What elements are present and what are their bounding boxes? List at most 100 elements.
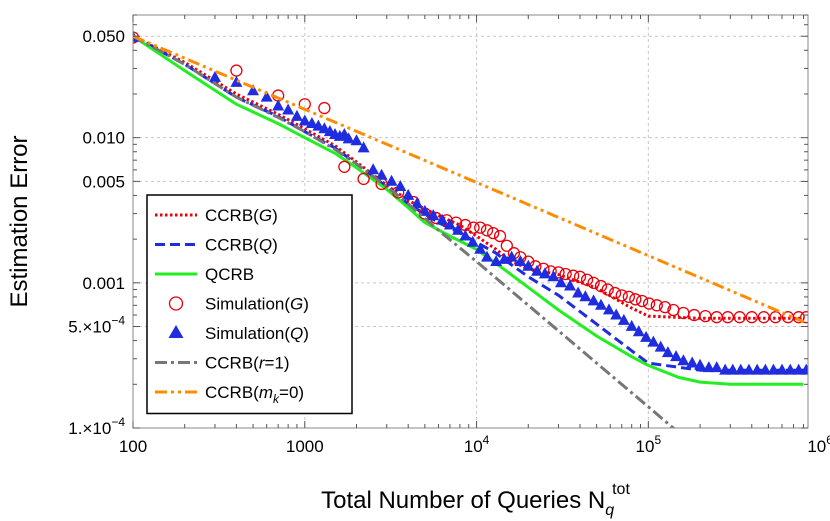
y-tick-label: 0.010 (82, 129, 125, 148)
data-point (208, 70, 221, 82)
data-point (594, 279, 608, 293)
legend-label: Simulation(Q) (205, 324, 309, 343)
legend-label: QCRB (205, 265, 254, 284)
data-point (699, 309, 712, 323)
data-point (686, 356, 699, 368)
data-point (579, 290, 592, 302)
data-point (677, 354, 690, 366)
data-point (443, 218, 456, 230)
data-point (493, 229, 507, 243)
data-point (474, 242, 487, 254)
data-point (230, 64, 243, 77)
data-point (436, 213, 449, 225)
data-point (505, 250, 518, 262)
y-tick-label: 5.×10−4 (68, 314, 125, 337)
data-point (564, 279, 577, 291)
plot-border (132, 14, 809, 429)
legend-symbol (168, 296, 184, 311)
data-point (654, 340, 667, 352)
x-axis-title: Total Number of Queries Nqtot (321, 481, 630, 519)
legend-item-4: Simulation(Q) (168, 324, 309, 343)
data-point (734, 363, 747, 375)
data-point (487, 226, 500, 240)
data-point (587, 276, 600, 289)
data-point (642, 297, 656, 310)
x-tick-label: 105 (636, 433, 662, 456)
data-point (318, 101, 331, 115)
data-point (650, 299, 663, 312)
data-point (694, 358, 707, 370)
data-point (298, 114, 311, 126)
data-point (632, 325, 645, 337)
legend-label: CCRB(mk=0) (205, 383, 304, 406)
data-point (617, 313, 630, 325)
data-point (350, 134, 363, 146)
data-point (658, 301, 672, 314)
data-point (800, 311, 808, 324)
data-point (719, 363, 732, 375)
data-point (792, 311, 805, 324)
data-point (610, 308, 623, 320)
data-point (710, 361, 723, 373)
data-point (742, 363, 755, 375)
data-point (500, 239, 513, 252)
data-point (625, 319, 638, 331)
legend-box (146, 194, 353, 415)
data-point (538, 267, 551, 279)
legend-label: CCRB(r=1) (205, 354, 290, 373)
legend-item-2: QCRB (155, 265, 254, 284)
data-point (776, 363, 789, 375)
y-tick-label: 1.×10−4 (68, 415, 125, 438)
data-point (622, 290, 635, 304)
legend-item-1: CCRB(Q) (155, 236, 278, 255)
data-point (640, 330, 653, 342)
data-point (615, 289, 628, 302)
data-point (594, 298, 607, 310)
y-tick-label: 0.050 (82, 27, 125, 46)
legend-item-3: Simulation(G) (168, 295, 309, 314)
data-point (572, 286, 585, 298)
legend: CCRB(G) CCRB(Q) QCRB Simulation(G) Simulatio… (146, 194, 353, 415)
data-point (357, 141, 370, 153)
data-point (342, 132, 355, 144)
series-3 (133, 31, 808, 324)
data-point (459, 229, 472, 241)
data-point (367, 163, 380, 175)
data-point (452, 223, 465, 235)
data-point (410, 197, 423, 209)
data-point (480, 250, 493, 262)
data-point (514, 255, 527, 267)
data-point (531, 264, 544, 276)
data-point (554, 276, 567, 288)
plot-frame (132, 14, 809, 429)
data-point (357, 172, 370, 186)
y-tick-label: 0.001 (82, 274, 125, 293)
data-point (767, 363, 780, 375)
data-point (230, 75, 243, 87)
series-5 (133, 34, 676, 428)
series-line (133, 34, 676, 428)
x-tick-label: 100 (119, 437, 147, 456)
data-point (573, 270, 587, 283)
data-point (385, 174, 398, 186)
data-point (635, 294, 649, 308)
data-point (769, 311, 782, 324)
series-line (133, 34, 805, 324)
data-point (480, 224, 494, 237)
legend-item-6: CCRB(mk=0) (155, 383, 304, 406)
legend-item-0: CCRB(G) (155, 206, 278, 225)
data-point (394, 180, 407, 192)
data-point (418, 204, 431, 216)
data-point (580, 273, 594, 286)
data-point (290, 109, 303, 121)
data-point (608, 286, 622, 300)
series-layer (133, 30, 808, 428)
x-tick-label: 104 (464, 433, 490, 456)
x-tick-label: 1000 (286, 437, 324, 456)
data-point (467, 221, 480, 234)
data-point (784, 363, 797, 375)
data-point (726, 363, 739, 375)
data-point (260, 90, 273, 102)
data-point (338, 160, 351, 173)
legend-label: CCRB(Q) (205, 236, 278, 255)
